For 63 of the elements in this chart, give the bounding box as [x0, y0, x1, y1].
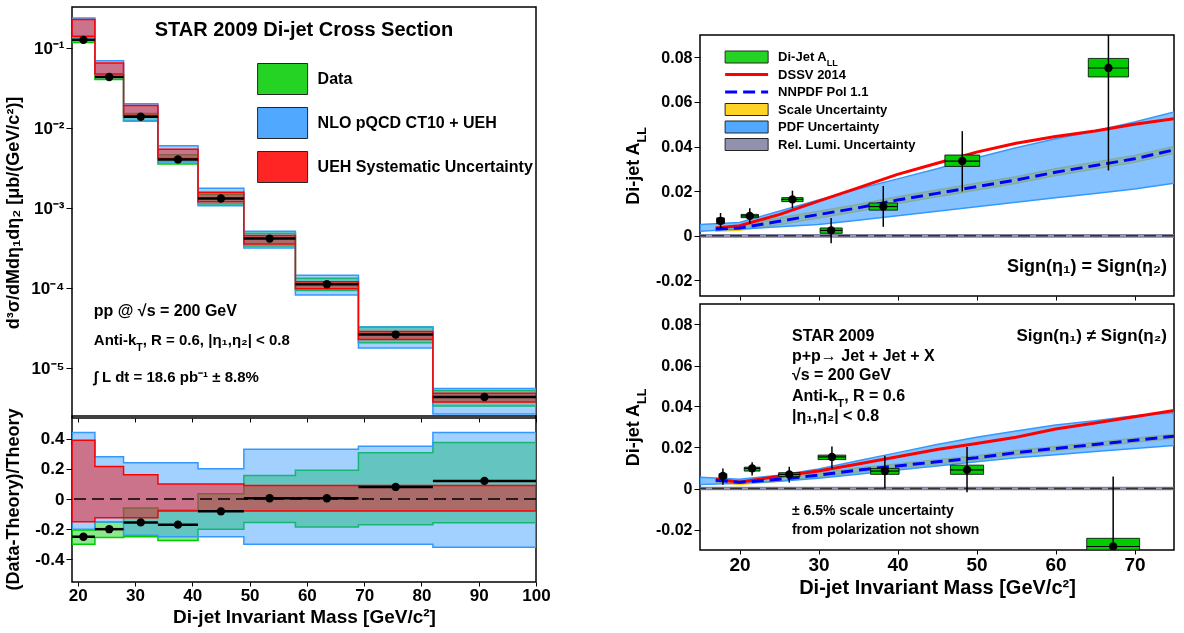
- y-tick-label: -0.02: [656, 271, 693, 289]
- x-tick-label: 30: [808, 553, 830, 575]
- annotation: Sign(η₁) = Sign(η₂): [1006, 256, 1167, 277]
- legend-label: NNPDF Pol 1.1: [778, 84, 869, 99]
- x-axis-title: Di-jet Invariant Mass [GeV/c²]: [799, 575, 1076, 598]
- legend-label: Data: [317, 70, 353, 87]
- x-tick-label: 100: [522, 585, 551, 605]
- y-tick-label: 0.06: [661, 93, 693, 111]
- annotation: STAR 2009: [791, 326, 875, 344]
- x-tick-label: 30: [126, 585, 145, 605]
- y-tick-label: 10⁻⁵: [31, 358, 65, 378]
- x-tick-label: 80: [412, 585, 432, 605]
- x-tick-label: 60: [297, 585, 317, 605]
- y-tick-label: 0.08: [661, 316, 693, 333]
- y-tick-label: 0.02: [661, 182, 693, 200]
- x-tick-label: 50: [966, 553, 988, 575]
- legend-label: Scale Uncertainty: [778, 101, 888, 117]
- y-tick-label: 10⁻²: [33, 118, 65, 138]
- annotation: Anti-k$_{T}$, R = 0.6: [791, 387, 906, 410]
- annotation: ± 6.5% scale uncertainty: [791, 501, 954, 518]
- x-tick-label: 90: [469, 585, 489, 605]
- y-tick-label: 0.04: [661, 138, 693, 156]
- annotation: p+p→ Jet + Jet + X: [791, 346, 936, 364]
- y-tick-label: 10⁻¹: [33, 38, 65, 58]
- y-tick-label: 0.06: [661, 357, 693, 374]
- annotation: Sign(η₁) ≠ Sign(η₂): [1016, 325, 1167, 345]
- legend-label: PDF Uncertainty: [778, 119, 881, 134]
- annotation: |η₁,η₂| < 0.8: [791, 407, 880, 425]
- y-tick-label: 0.02: [661, 439, 693, 456]
- legend-label: Di-Jet A$_{LL}$: [778, 49, 839, 68]
- x-tick-label: 70: [355, 585, 375, 605]
- y-tick-label: -0.2: [35, 519, 65, 539]
- x-tick-label: 40: [887, 553, 909, 575]
- y-tick-label: 0: [55, 489, 65, 509]
- y-tick-label: 0: [683, 227, 693, 245]
- annotation: Anti-k$_{T}$, R = 0.6, |η₁,η₂| < 0.8: [93, 330, 290, 353]
- legend-label: DSSV 2014: [778, 66, 847, 82]
- legend-label: Rel. Lumi. Uncertainty: [778, 136, 917, 152]
- x-axis-title: Di-jet Invariant Mass [GeV/c²]: [173, 605, 436, 627]
- legend-label: NLO pQCD CT10 + UEH: [317, 114, 497, 131]
- y-tick-label: 0.2: [40, 459, 65, 479]
- x-tick-label: 70: [1124, 553, 1146, 575]
- y-tick-label: 0.04: [661, 398, 693, 415]
- annotation: pp @ √s = 200 GeV: [93, 302, 238, 320]
- y-tick-label: 0.4: [40, 429, 66, 449]
- x-tick-label: 40: [183, 585, 203, 605]
- y-tick-label: 0.08: [661, 48, 693, 66]
- annotation: ∫ L dt = 18.6 pb⁻¹ ± 8.8%: [92, 367, 259, 386]
- y-tick-label: -0.4: [35, 549, 66, 569]
- y-axis-title: d³σ/dMdη₁dη₂ [μb/(GeV/c²)]: [2, 96, 23, 330]
- y-tick-label: -0.02: [656, 521, 693, 538]
- annotation: from polarization not shown: [791, 520, 980, 537]
- x-tick-label: 50: [240, 585, 260, 605]
- legend-label: UEH Systematic Uncertainty: [317, 158, 533, 175]
- x-tick-label: 20: [729, 553, 751, 575]
- y-tick-label: 10⁻³: [33, 198, 65, 218]
- y-tick-label: 0: [683, 480, 693, 497]
- annotation: √s = 200 GeV: [791, 366, 892, 384]
- y-axis-title: (Data-Theory)/Theory: [2, 408, 23, 591]
- x-tick-label: 60: [1045, 553, 1067, 575]
- text: STAR 2009 Di-jet Cross Section: [154, 17, 454, 40]
- x-tick-label: 20: [68, 585, 88, 605]
- y-tick-label: 10⁻⁴: [31, 278, 65, 298]
